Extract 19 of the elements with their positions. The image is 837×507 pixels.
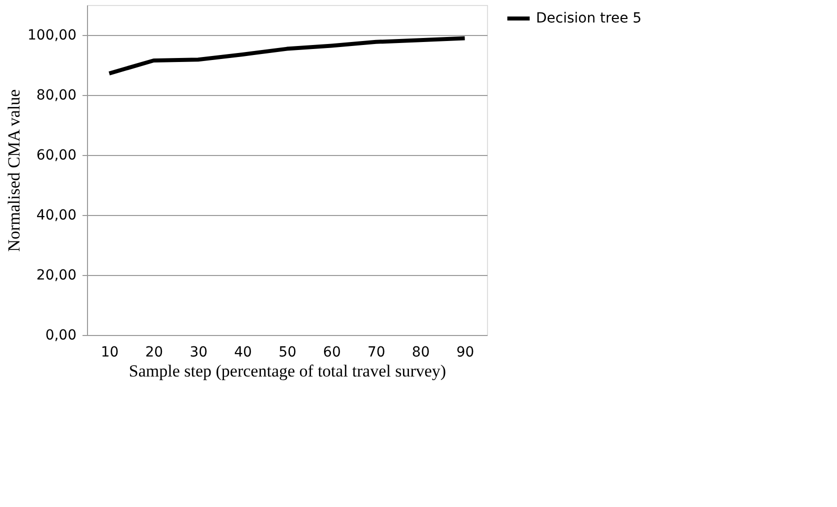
y-tick-label: 80,00 bbox=[36, 88, 76, 104]
y-tick-label: 20,00 bbox=[36, 268, 76, 284]
x-tick-label: 80 bbox=[412, 344, 430, 360]
x-tick-label: 40 bbox=[234, 344, 252, 360]
x-tick-label: 10 bbox=[100, 344, 119, 360]
line-series bbox=[107, 36, 467, 76]
y-axis-title: Normalised CMA value bbox=[4, 89, 24, 252]
y-tick-label: 100,00 bbox=[28, 28, 76, 44]
legend-label: Decision tree 5 bbox=[536, 10, 642, 26]
x-axis-title: Sample step (percentage of total travel survey) bbox=[128, 362, 446, 380]
x-tick-label: 60 bbox=[323, 344, 341, 360]
x-tick-label: 20 bbox=[145, 344, 164, 360]
x-tick-label: 70 bbox=[367, 344, 386, 360]
y-tick-label: 0,00 bbox=[45, 328, 76, 344]
x-tick-label: 30 bbox=[190, 344, 208, 360]
x-tick-label: 90 bbox=[456, 344, 474, 360]
x-tick-label: 50 bbox=[278, 344, 296, 360]
y-tick-label: 40,00 bbox=[36, 208, 76, 224]
y-tick-label: 60,00 bbox=[36, 148, 76, 164]
